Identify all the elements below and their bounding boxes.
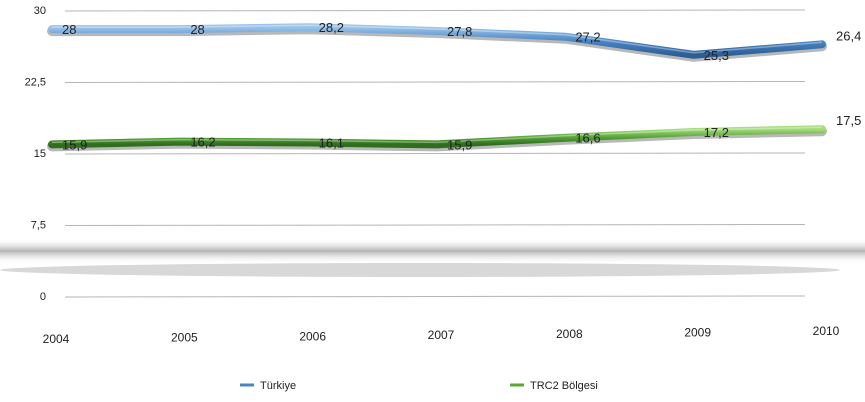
data-label: 16,6	[575, 131, 600, 146]
gridline	[64, 81, 806, 83]
data-label: 27,8	[447, 24, 472, 39]
x-tick-label: 2006	[299, 329, 326, 343]
grid-lines	[64, 9, 806, 298]
shadow-streak	[0, 263, 840, 277]
data-label: 16,1	[319, 136, 344, 151]
gridline	[64, 152, 806, 155]
series-lines	[47, 23, 827, 152]
legend: Türkiye TRC2 Bölgesi	[240, 380, 598, 392]
axis-ticks: 0 7,5 15 22,5 30 2004 2005 2006 2007 2008 2009 2010	[25, 5, 840, 346]
data-label: 17,5	[836, 113, 861, 128]
data-label: 25,3	[704, 48, 729, 63]
y-tick-label: 15	[34, 148, 46, 160]
gridline	[64, 9, 806, 12]
floor-shadow	[0, 238, 865, 277]
data-label: 28,2	[319, 20, 344, 35]
y-tick-label: 22,5	[25, 77, 46, 89]
x-tick-label: 2010	[813, 324, 840, 338]
data-label: 17,2	[704, 125, 729, 140]
data-label: 26,4	[836, 28, 861, 43]
gridline	[64, 295, 806, 298]
data-label: 15,9	[62, 137, 87, 152]
gridline	[64, 224, 806, 226]
data-labels: 28 28 28,2 27,8 27,2 25,3 26,4 15,9 16,2 16,1 15,9…	[62, 20, 861, 152]
y-tick-label: 30	[34, 5, 46, 17]
y-tick-label: 0	[40, 291, 46, 303]
shadow-band	[0, 238, 865, 264]
data-label: 16,2	[190, 135, 215, 150]
data-label: 28	[190, 22, 204, 37]
data-label: 15,9	[447, 137, 472, 152]
y-tick-label: 7,5	[31, 220, 46, 232]
series-line	[48, 23, 826, 59]
series-line-highlight	[51, 126, 823, 144]
legend-label: Türkiye	[260, 380, 296, 392]
x-tick-label: 2009	[684, 326, 711, 340]
series-line	[48, 125, 826, 149]
x-tick-label: 2007	[428, 328, 455, 342]
legend-label: TRC2 Bölgesi	[530, 380, 598, 392]
data-label: 28	[62, 22, 76, 37]
x-tick-label: 2004	[43, 332, 70, 346]
x-tick-label: 2005	[171, 331, 198, 345]
series-line-highlight	[52, 24, 823, 54]
data-label: 27,2	[575, 30, 600, 45]
x-tick-label: 2008	[556, 327, 583, 341]
